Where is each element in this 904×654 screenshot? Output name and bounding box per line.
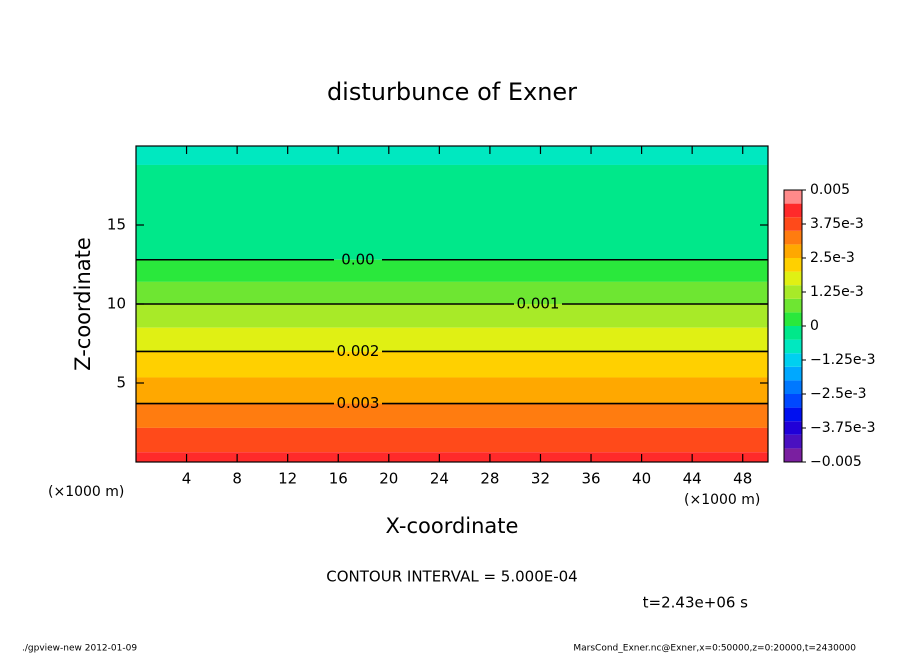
colorbar-label: 2.5e-3	[810, 250, 855, 266]
y-axis-label: Z-coordinate	[71, 237, 95, 371]
colorbar-label: 1.25e-3	[810, 284, 864, 300]
colorbar-label: 0	[810, 318, 819, 334]
time-label: t=2.43e+06 s	[643, 594, 749, 612]
x-tick-label: 28	[480, 470, 499, 488]
colorbar-swatch	[784, 271, 802, 286]
colorbar-swatch	[784, 258, 802, 272]
colorbar-swatch	[784, 230, 802, 245]
x-tick-label: 24	[430, 470, 449, 488]
colorbar-swatch	[784, 339, 802, 354]
colorbar-swatch	[784, 394, 802, 408]
x-tick-label: 48	[733, 470, 752, 488]
x-tick-label: 16	[329, 470, 348, 488]
contour-fill	[136, 377, 768, 404]
x-tick-label: 36	[581, 470, 600, 488]
contour-label: 0.00	[341, 250, 374, 268]
y-tick-label: 5	[116, 374, 126, 392]
x-unit: (×1000 m)	[48, 484, 124, 500]
x-tick-label: 44	[683, 470, 702, 488]
contour-fill	[136, 427, 768, 453]
colorbar-swatch	[784, 407, 802, 422]
y-tick-label: 10	[107, 295, 126, 313]
colorbar-swatch	[784, 217, 802, 231]
colorbar-swatch	[784, 353, 802, 367]
colorbar-swatch	[784, 421, 802, 435]
colorbar-swatch	[784, 312, 802, 326]
x-tick-label: 20	[379, 470, 398, 488]
contour-interval: CONTOUR INTERVAL = 5.000E-04	[326, 568, 577, 586]
colorbar-label: −0.005	[810, 454, 862, 470]
colorbar-label: −1.25e-3	[810, 352, 875, 368]
colorbar-swatch	[784, 448, 802, 462]
colorbar-swatch	[784, 366, 802, 381]
colorbar-swatch	[784, 298, 802, 313]
contour-label: 0.003	[337, 394, 380, 412]
x-tick-label: 32	[531, 470, 550, 488]
contour-fill	[136, 281, 768, 304]
colorbar-swatch	[784, 326, 802, 340]
x-tick-label: 12	[278, 470, 297, 488]
footer-left: ./gpview-new 2012-01-09	[22, 644, 137, 654]
x-tick-label: 8	[232, 470, 242, 488]
colorbar-swatch	[784, 244, 802, 258]
x-tick-label: 40	[632, 470, 651, 488]
chart-title: disturbunce of Exner	[327, 78, 577, 106]
contour-fill	[136, 452, 768, 462]
colorbar-label: 3.75e-3	[810, 216, 864, 232]
footer-right: MarsCond_Exner.nc@Exner,x=0:50000,z=0:20…	[573, 644, 856, 654]
colorbar-swatch	[784, 285, 802, 299]
colorbar-swatch	[784, 434, 802, 449]
x-unit: (×1000 m)	[684, 492, 760, 508]
colorbar-swatch	[784, 380, 802, 394]
contour-label: 0.002	[337, 342, 380, 360]
contour-fill	[136, 351, 768, 378]
colorbar-label: −2.5e-3	[810, 386, 867, 402]
colorbar-label: −3.75e-3	[810, 420, 875, 436]
contour-fill	[136, 304, 768, 328]
colorbar-swatch	[784, 190, 802, 204]
contour-label: 0.001	[517, 295, 560, 313]
contour-fill	[136, 259, 768, 282]
contour-fill	[136, 403, 768, 428]
colorbar-swatch	[784, 203, 802, 218]
colorbar-label: 0.005	[810, 182, 850, 198]
contour-fill	[136, 146, 768, 165]
contour-fill	[136, 164, 768, 260]
x-tick-label: 4	[182, 470, 192, 488]
contour-fill	[136, 327, 768, 352]
y-tick-label: 15	[107, 216, 126, 234]
x-axis-label: X-coordinate	[386, 514, 519, 538]
